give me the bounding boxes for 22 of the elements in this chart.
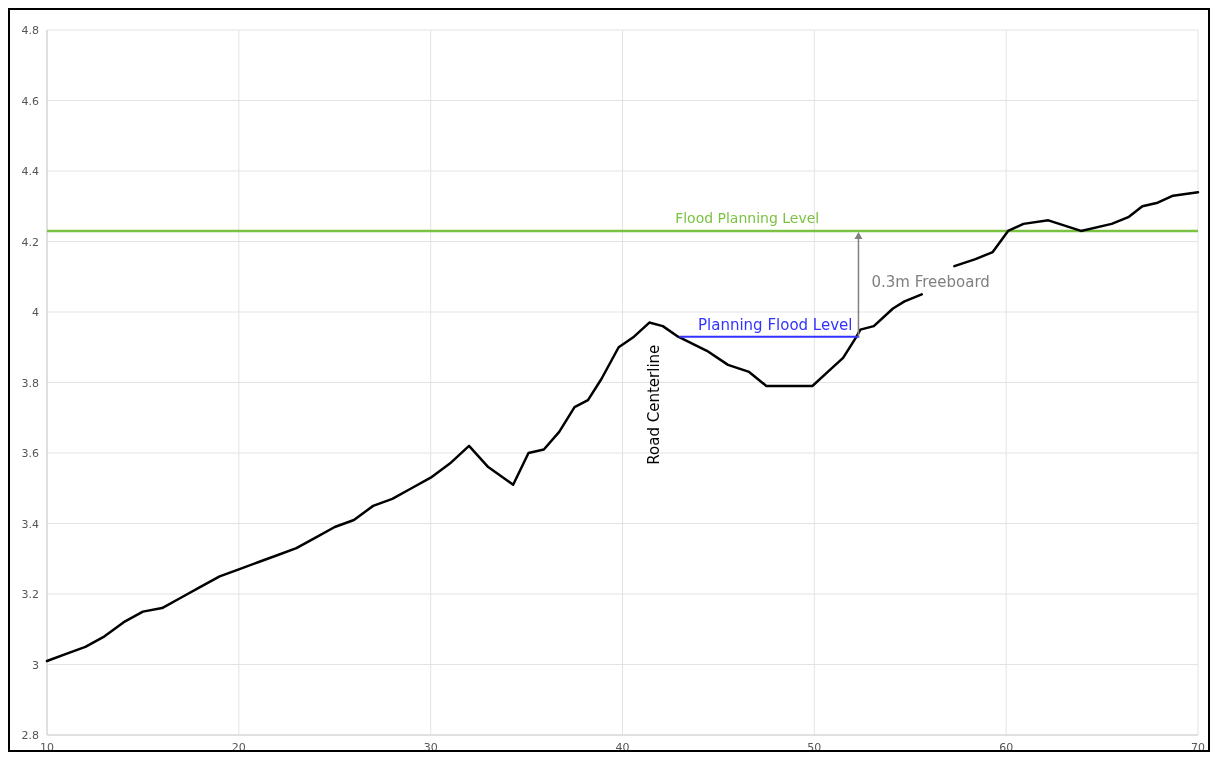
y-tick-label: 3.8 xyxy=(21,376,39,390)
y-tick-label: 4.4 xyxy=(21,165,39,178)
x-tick-label: 30 xyxy=(423,741,438,754)
y-tick-label: 4 xyxy=(32,306,39,319)
series-label: Planning Flood Level xyxy=(698,315,853,334)
y-tick-label: 3.4 xyxy=(21,517,39,531)
y-tick-label: 4.6 xyxy=(21,94,39,108)
ref-line-label: Flood Planning Level xyxy=(675,209,820,226)
y-tick-label: 3 xyxy=(32,658,39,672)
y-tick-label: 4.2 xyxy=(21,235,39,249)
y-tick-label: 4.8 xyxy=(21,24,39,37)
x-tick-label: 10 xyxy=(40,741,54,754)
y-tick-label: 3.6 xyxy=(21,447,39,460)
annotation: 0.3m Freeboard xyxy=(871,272,990,291)
x-tick-label: 50 xyxy=(807,741,822,754)
x-tick-label: 60 xyxy=(999,741,1014,754)
x-tick-label: 40 xyxy=(615,741,630,754)
annotation: Road Centerline xyxy=(645,344,664,465)
y-tick-label: 2.8 xyxy=(21,729,39,742)
x-tick-label: 20 xyxy=(231,741,246,754)
x-tick-label: 70 xyxy=(1191,741,1205,754)
y-tick-label: 3.2 xyxy=(21,588,39,601)
